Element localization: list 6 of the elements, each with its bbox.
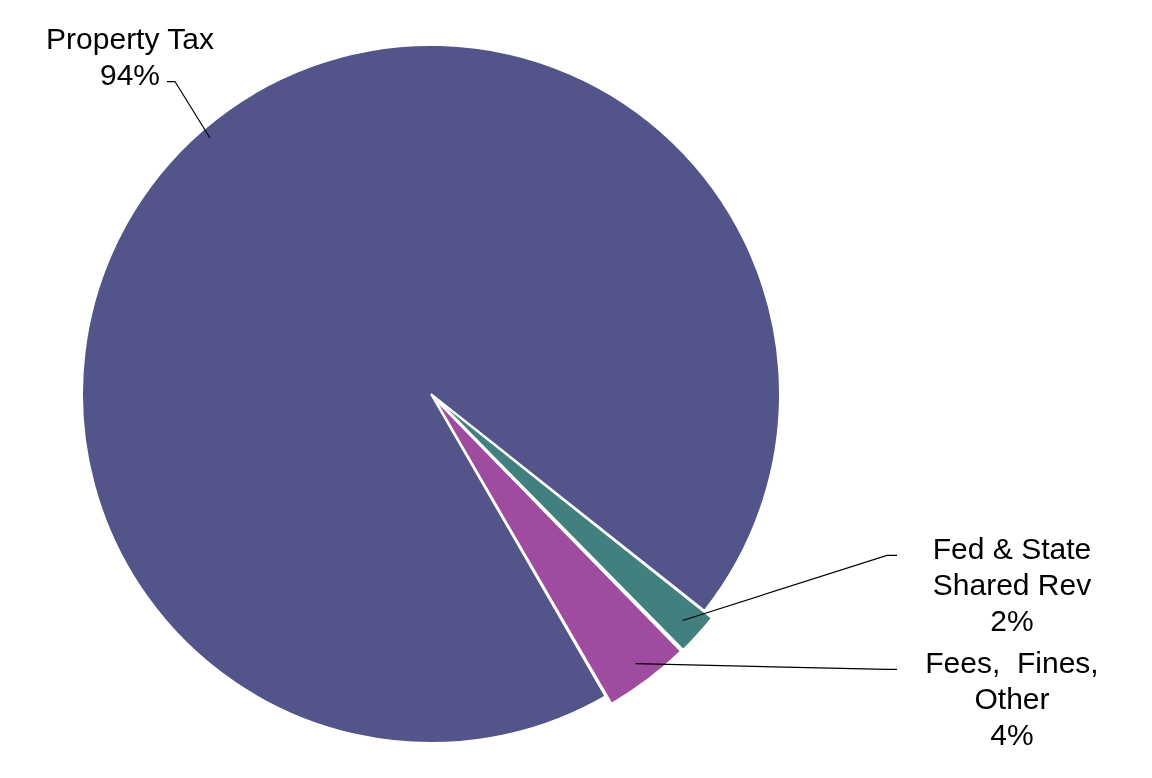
slice-label: Property Tax [46, 22, 214, 55]
slice-label: Fees, Fines, Other [925, 645, 1099, 715]
slice-label: Fed & State Shared Rev [932, 531, 1092, 601]
data-label: 2% [990, 603, 1034, 637]
data-label: 94% [99, 58, 161, 91]
data-label: 4% [990, 717, 1034, 751]
